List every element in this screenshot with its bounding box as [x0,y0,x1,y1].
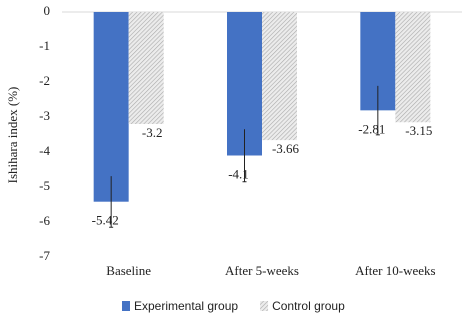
value-label: -3.2 [142,125,163,140]
y-axis-label: Ishihara index (%) [5,87,20,184]
y-tick-label: -3 [39,108,50,123]
y-tick-label: -1 [39,38,50,53]
legend-label: Experimental group [134,299,238,313]
bar [128,12,164,124]
x-tick-label: After 5-weeks [225,263,299,278]
y-tick-label: 0 [44,3,51,18]
value-label: -2.81 [358,121,385,136]
x-tick-label: After 10-weeks [355,263,436,278]
bar [93,12,129,202]
y-tick-label: -4 [39,143,50,158]
y-tick-label: -7 [39,248,50,263]
bar [395,12,431,123]
value-label: -5.42 [92,213,119,228]
y-tick-label: -2 [39,73,50,88]
value-label: -3.66 [272,141,300,156]
legend-swatch [122,301,130,311]
bar [262,12,297,141]
x-tick-label: Baseline [106,263,151,278]
value-label: -3.15 [405,123,432,138]
y-tick-label: -6 [39,213,50,228]
value-label: -4.1 [228,166,249,181]
legend-label: Control group [272,299,345,313]
legend-swatch [260,301,269,311]
y-tick-label: -5 [39,178,50,193]
